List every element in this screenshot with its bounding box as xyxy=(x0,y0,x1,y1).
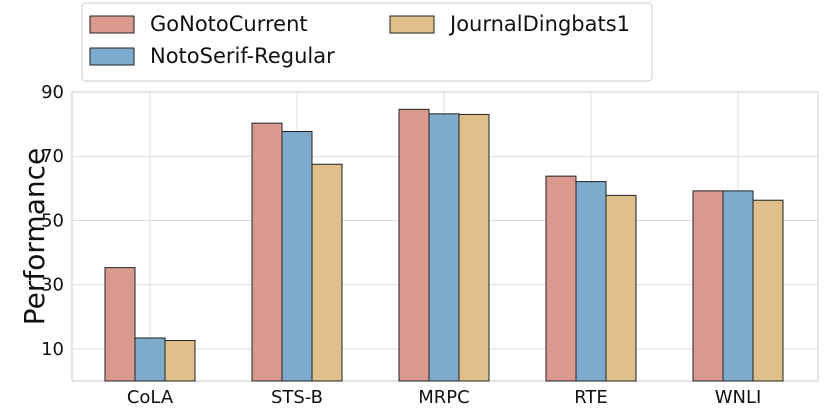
y-tick-label: 30 xyxy=(41,275,64,296)
x-tick-label: MRPC xyxy=(418,387,469,408)
x-tick-label: RTE xyxy=(574,387,608,408)
x-tick-label: STS-B xyxy=(271,387,323,408)
y-tick-labels: 10 30 50 70 90 xyxy=(41,82,64,360)
x-tick-label: CoLA xyxy=(127,387,174,408)
bar-JournalDingbats1-MRPC xyxy=(458,113,490,382)
legend: GoNotoCurrent NotoSerif-Regular JournalDin… xyxy=(81,2,653,82)
bar-GoNotoCurrent-MRPC xyxy=(398,108,430,382)
y-tick-label: 10 xyxy=(41,339,64,360)
legend-label: NotoSerif-Regular xyxy=(150,44,335,68)
bar-NotoSerif-Regular-CoLA xyxy=(134,337,166,382)
legend-label: JournalDingbats1 xyxy=(448,12,630,36)
y-axis-title: Performance xyxy=(18,148,51,325)
bar-JournalDingbats1-WNLI xyxy=(752,199,784,382)
bar-JournalDingbats1-RTE xyxy=(605,194,637,382)
bar-GoNotoCurrent-STS-B xyxy=(251,122,283,382)
bar-NotoSerif-Regular-RTE xyxy=(575,181,607,382)
legend-swatch xyxy=(89,47,135,66)
bars xyxy=(104,108,784,382)
bar-NotoSerif-Regular-WNLI xyxy=(722,190,754,382)
legend-swatch xyxy=(389,15,435,34)
x-tick-labels: CoLA STS-B MRPC RTE WNLI xyxy=(127,387,761,408)
x-tick-label: WNLI xyxy=(715,387,762,408)
bar-JournalDingbats1-CoLA xyxy=(164,340,196,382)
legend-box xyxy=(81,2,653,82)
legend-swatch xyxy=(89,15,135,34)
bar-GoNotoCurrent-RTE xyxy=(545,175,577,382)
bar-NotoSerif-Regular-MRPC xyxy=(428,113,460,382)
y-tick-label: 70 xyxy=(41,146,64,167)
bar-NotoSerif-Regular-STS-B xyxy=(281,130,313,382)
bar-GoNotoCurrent-WNLI xyxy=(692,190,724,382)
bar-JournalDingbats1-STS-B xyxy=(311,163,343,382)
legend-label: GoNotoCurrent xyxy=(150,12,308,36)
bar-GoNotoCurrent-CoLA xyxy=(104,267,136,382)
y-tick-label: 90 xyxy=(41,82,64,103)
y-tick-label: 50 xyxy=(41,210,64,231)
